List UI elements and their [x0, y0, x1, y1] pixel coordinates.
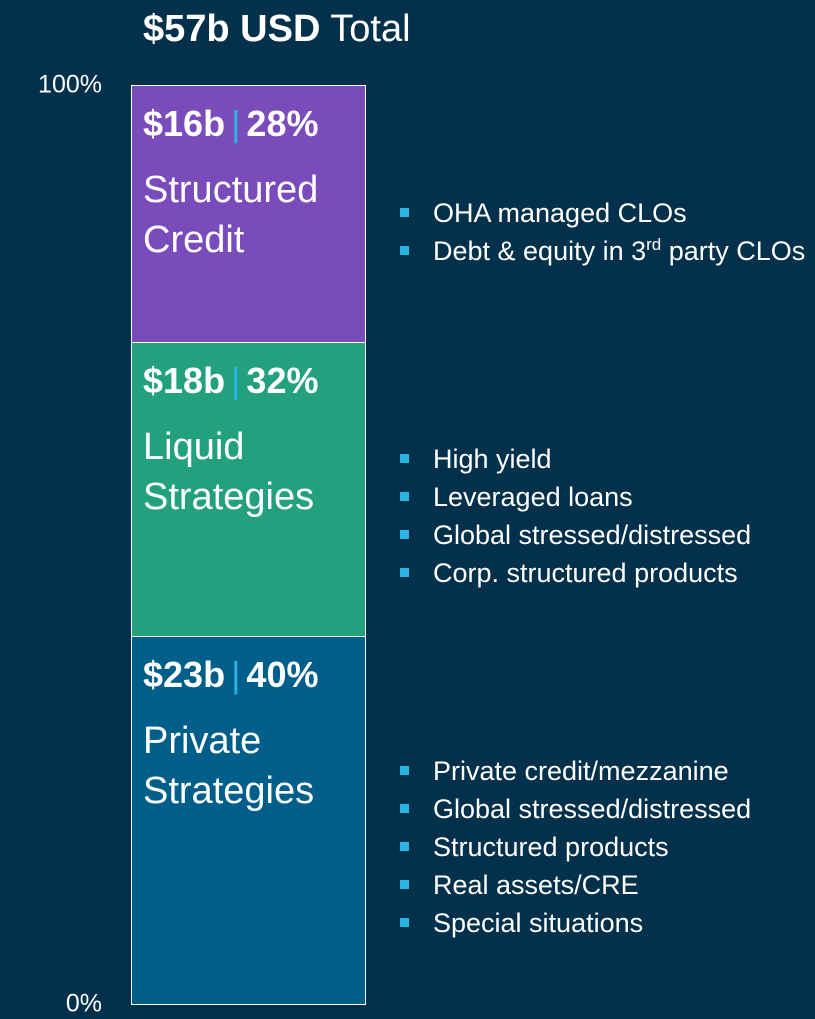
amount-label: $16b — [143, 103, 226, 144]
bullet-square — [400, 842, 409, 852]
bullet-item: Leveraged loans — [400, 478, 813, 516]
bullet-square — [400, 766, 409, 776]
bullet-square — [400, 492, 409, 502]
amount-label: $23b — [143, 654, 226, 696]
separator: | — [231, 360, 241, 402]
bullet-list: High yield Leveraged loans Global stressed… — [400, 440, 813, 592]
value-label: 32% — [246, 360, 319, 402]
title-suffix: Total — [330, 8, 411, 50]
bullet-square — [400, 530, 409, 540]
bullet-text: Global stressed/distressed — [433, 794, 752, 825]
bullet-item: Global stressed/distressed — [400, 516, 813, 554]
bullet-square — [400, 568, 409, 578]
segment-label: $18b | 32% — [143, 360, 318, 402]
bullet-item: Debt & equity in 3rd party CLOs — [400, 232, 813, 270]
segment-name: Liquid Strategies — [143, 426, 315, 519]
value-label: 40% — [246, 654, 319, 696]
y-tick-label: 0% — [65, 989, 102, 1018]
bullet-square — [400, 207, 409, 217]
bullet-item: Corp. structured products — [400, 554, 813, 592]
bullet-item: Special situations — [400, 904, 813, 942]
bullet-sup: rd — [646, 234, 662, 254]
bullet-text: Private credit/mezzanine — [433, 756, 729, 787]
bullet-text: Special situations — [433, 908, 644, 939]
bullet-text: High yield — [433, 444, 552, 475]
title-bold: $57b USD — [143, 8, 321, 50]
segment-name: Structured Credit — [143, 169, 319, 261]
bullet-list: Private credit/mezzanine Global stressed/… — [400, 752, 813, 942]
bullet-square — [400, 804, 409, 814]
bar-segment — [131, 342, 366, 638]
bullet-list: OHA managed CLOs Debt & equity in 3rd par… — [400, 194, 813, 270]
segment-name: Private Strategies — [143, 720, 315, 813]
bullet-text-after: party CLOs — [661, 235, 806, 266]
bullet-item: OHA managed CLOs — [400, 194, 813, 232]
bullet-square — [400, 918, 409, 928]
bullet-square — [400, 454, 409, 464]
bullet-text: Leveraged loans — [433, 482, 633, 513]
bullet-text: Corp. structured products — [433, 558, 738, 589]
bullet-item: Global stressed/distressed — [400, 790, 813, 828]
bullet-text: Real assets/CRE — [433, 870, 639, 901]
amount-label: $18b — [143, 360, 226, 402]
bullet-text: OHA managed CLOs — [433, 197, 687, 228]
bullet-item: Private credit/mezzanine — [400, 752, 813, 790]
bullet-square — [400, 245, 409, 255]
bar-segment — [131, 85, 366, 344]
bar-segment — [131, 636, 366, 1005]
bullet-text: Global stressed/distressed — [433, 520, 752, 551]
bullet-square — [400, 880, 409, 890]
separator: | — [231, 654, 241, 696]
segment-label: $23b | 40% — [143, 654, 318, 696]
bullet-item: Structured products — [400, 828, 813, 866]
segment-label: $16b | 28% — [143, 103, 318, 145]
chart-title: $57b USD Total — [143, 8, 411, 51]
bullet-item: High yield — [400, 440, 813, 478]
bullet-text: Debt & equity in 3 — [433, 235, 647, 266]
bullet-text: Structured products — [433, 832, 669, 863]
y-tick-label: 100% — [38, 70, 102, 99]
value-label: 28% — [246, 103, 319, 144]
bullet-item: Real assets/CRE — [400, 866, 813, 904]
separator: | — [231, 103, 241, 144]
